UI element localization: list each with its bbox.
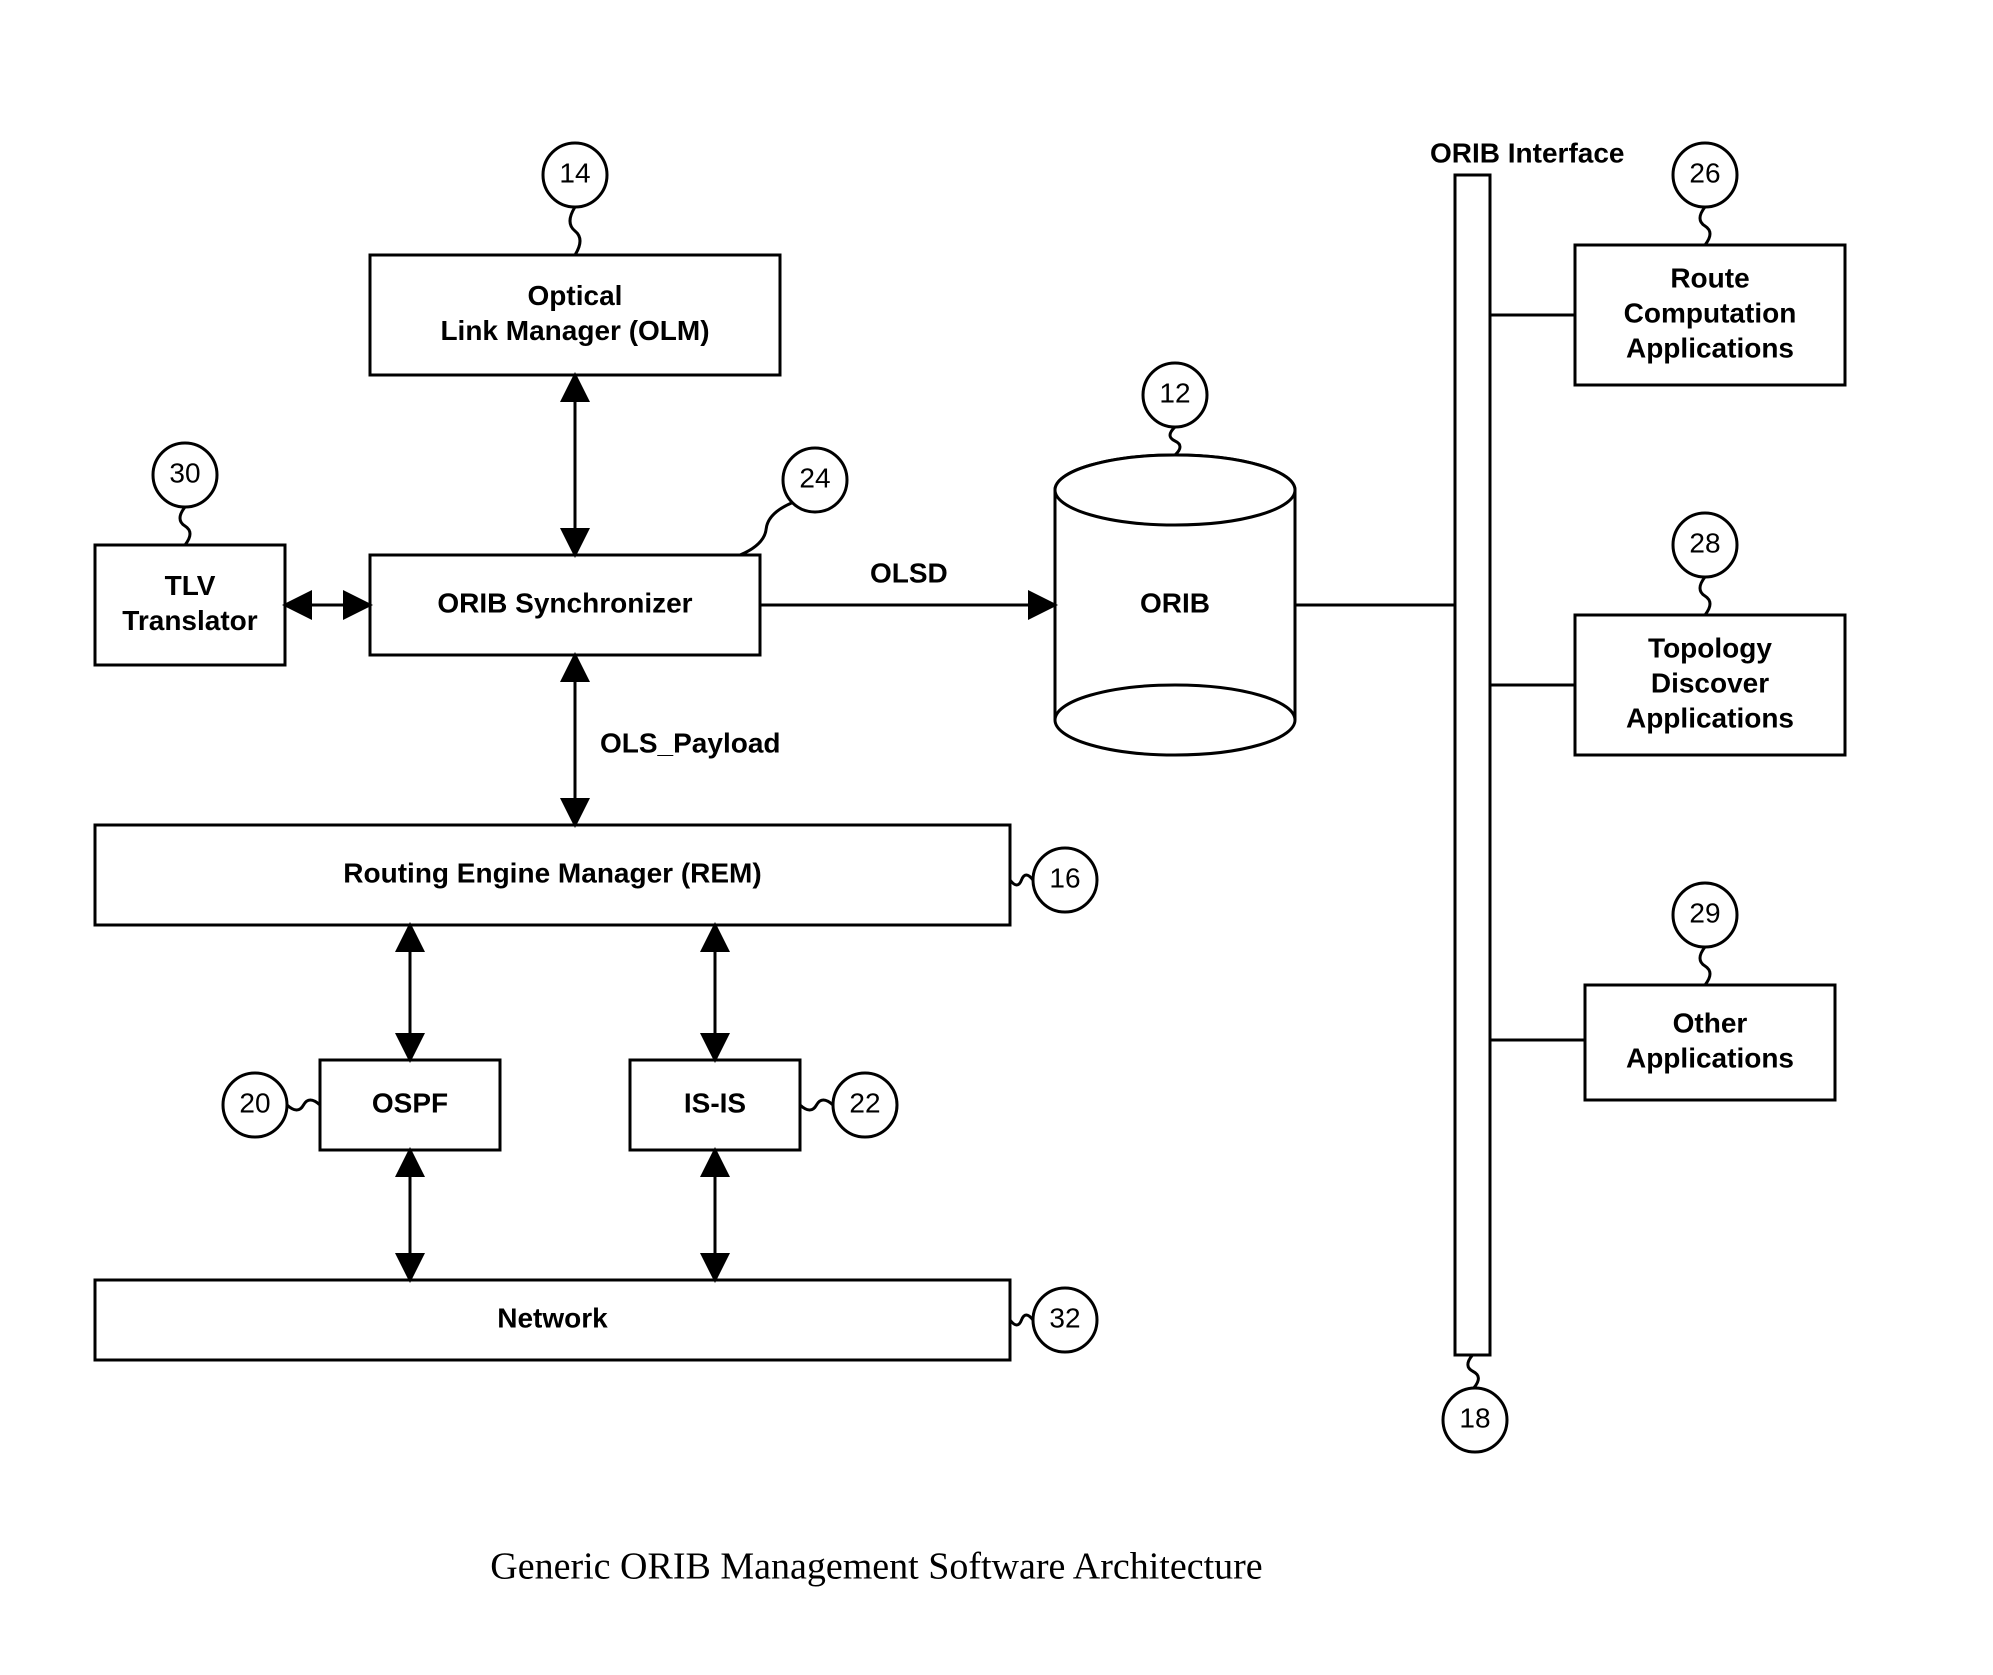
net-label: Network [497,1302,608,1333]
ref-number-24: 24 [799,462,830,493]
ref-squiggle [570,207,580,255]
ref-squiggle [287,1100,320,1110]
ospf-label: OSPF [372,1087,448,1118]
ref-squiggle [1700,577,1710,615]
ref-number-28: 28 [1689,527,1720,558]
ref-number-12: 12 [1159,377,1190,408]
rem-label: Routing Engine Manager (REM) [343,857,761,888]
ref-number-29: 29 [1689,897,1720,928]
ols_payload-label: OLS_Payload [600,727,781,758]
ref-number-30: 30 [169,457,200,488]
topo-label: Applications [1626,702,1794,733]
ref-squiggle [1468,1355,1479,1388]
sync-label: ORIB Synchronizer [437,587,692,618]
olsd-label: OLSD [870,557,948,588]
ref-number-26: 26 [1689,157,1720,188]
ref-squiggle [1700,207,1710,245]
ref-number-14: 14 [559,157,590,188]
ref-squiggle [740,503,792,555]
other-label: Applications [1626,1042,1794,1073]
ref-squiggle [1010,875,1033,885]
olm-label: Link Manager (OLM) [440,315,709,346]
ref-squiggle [1010,1315,1033,1325]
isis-label: IS-IS [684,1087,746,1118]
olm-label: Optical [528,280,623,311]
orib-interface-label: ORIB Interface [1430,137,1625,168]
ref-number-22: 22 [849,1087,880,1118]
ref-squiggle [180,507,190,545]
ref-number-16: 16 [1049,862,1080,893]
orib-cylinder-top [1055,455,1295,525]
route-label: Applications [1626,332,1794,363]
ref-number-32: 32 [1049,1302,1080,1333]
topo-label: Topology [1648,632,1772,663]
tlv-label: Translator [122,605,257,636]
ref-squiggle [800,1100,833,1110]
route-label: Route [1670,262,1749,293]
orib-label: ORIB [1140,587,1210,618]
ref-number-20: 20 [239,1087,270,1118]
ref-number-18: 18 [1459,1402,1490,1433]
ref-squiggle [1170,427,1180,455]
route-label: Computation [1624,297,1797,328]
caption: Generic ORIB Management Software Archite… [490,1546,1262,1588]
other-label: Other [1673,1007,1748,1038]
ref-squiggle [1700,947,1710,985]
topo-label: Discover [1651,667,1769,698]
tlv-label: TLV [165,570,216,601]
orib-interface-bus [1455,175,1490,1355]
